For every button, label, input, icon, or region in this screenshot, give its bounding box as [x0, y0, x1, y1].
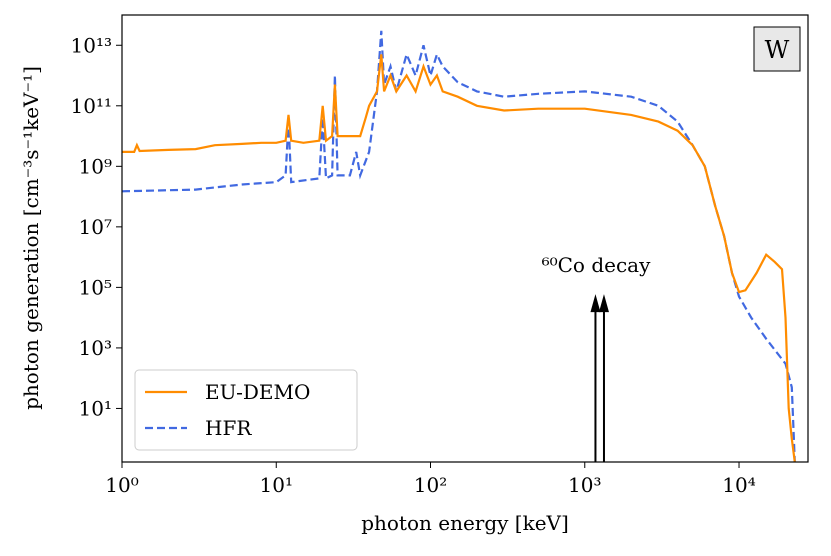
x-axis-label: photon energy [keV]	[361, 511, 569, 535]
legend-label: EU-DEMO	[205, 380, 310, 404]
y-tick-label: 10¹³	[71, 33, 112, 57]
annotation: ⁶⁰Co decay	[542, 253, 652, 277]
x-tick-label: 10⁰	[105, 473, 138, 497]
arrow-head	[590, 294, 601, 313]
legend-box	[134, 369, 358, 451]
plot-frame	[121, 14, 809, 463]
legend-label: HFR	[205, 416, 252, 440]
y-tick-label: 10¹	[79, 396, 112, 420]
y-tick-label: 10¹¹	[71, 94, 112, 118]
y-tick-label: 10⁷	[79, 215, 112, 239]
x-tick-label: 10²	[414, 473, 447, 497]
x-tick-label: 10³	[568, 473, 601, 497]
y-tick-label: 10³	[79, 336, 112, 360]
x-tick-label: 10¹	[260, 473, 293, 497]
series-line	[122, 54, 796, 462]
y-tick-label: 10⁵	[79, 275, 112, 299]
y-tick-label: 10⁹	[79, 154, 112, 178]
arrow-head	[598, 294, 609, 313]
panel-label-box	[753, 26, 801, 72]
panel-label: W	[765, 36, 790, 64]
x-tick-label: 10⁴	[722, 473, 755, 497]
y-axis-label: photon generation [cm⁻³s⁻¹keV⁻¹]	[19, 66, 43, 410]
